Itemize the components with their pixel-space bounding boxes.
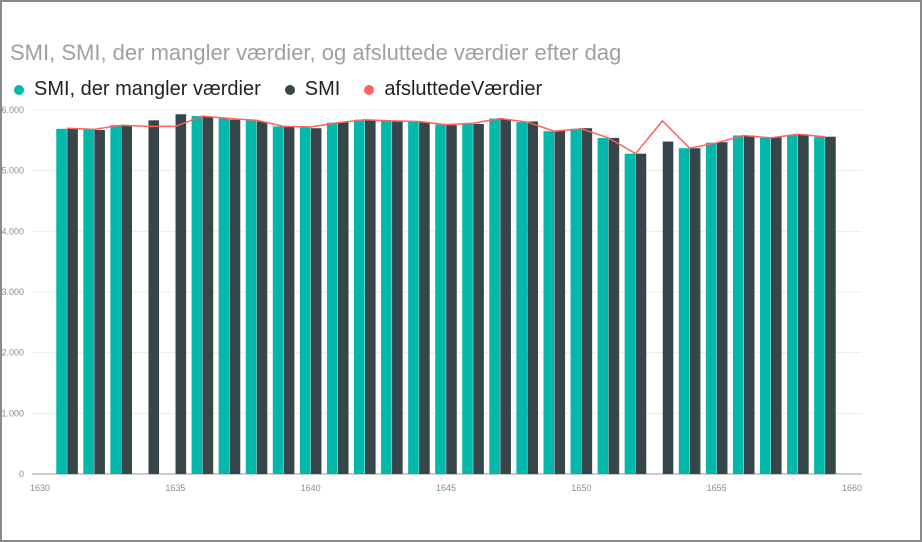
y-tick-label: 3.000	[1, 287, 24, 297]
bar-smi	[121, 125, 132, 475]
bar-smi	[716, 142, 728, 475]
bar-smi	[743, 135, 755, 475]
bar-smi	[662, 141, 674, 474]
bar-smi	[419, 122, 430, 474]
x-tick-label: 1630	[30, 483, 50, 493]
bar-smi-missing	[435, 124, 446, 474]
bar-smi	[554, 130, 566, 475]
x-tick-label: 1640	[301, 483, 321, 493]
bar-smi	[771, 137, 782, 475]
legend: SMI, der mangler værdier SMI afsluttedeV…	[14, 78, 566, 101]
bar-smi	[202, 116, 214, 474]
bar-smi-missing	[191, 116, 203, 475]
y-tick-label: 4.000	[1, 226, 24, 236]
bar-smi	[689, 148, 701, 474]
bar-smi-missing	[732, 135, 744, 475]
legend-item-smi[interactable]: SMI	[284, 78, 341, 101]
bar-smi-missing	[570, 128, 582, 474]
bar-smi-missing	[814, 136, 825, 474]
bar-smi	[500, 119, 511, 474]
x-tick-label: 1660	[842, 483, 862, 493]
bar-smi-missing	[462, 123, 473, 474]
y-tick-label: 2.000	[1, 348, 24, 358]
x-tick-label: 1645	[436, 483, 456, 493]
bar-smi	[148, 120, 160, 475]
bar-smi	[581, 128, 593, 474]
bar-smi-missing	[489, 118, 500, 474]
legend-label-missing: SMI, der mangler værdier	[34, 78, 261, 100]
legend-item-closed[interactable]: afsluttedeVærdier	[364, 78, 542, 101]
legend-item-missing[interactable]: SMI, der mangler værdier	[14, 78, 261, 101]
bar-smi-missing	[624, 153, 636, 474]
legend-label-closed: afsluttedeVærdier	[384, 78, 543, 100]
x-tick-label: 1635	[165, 483, 185, 493]
bar-smi	[446, 125, 457, 475]
bar-smi	[825, 136, 836, 474]
legend-marker-smi	[284, 84, 295, 95]
bar-smi-missing	[354, 119, 365, 474]
legend-marker-closed	[364, 84, 375, 95]
bar-smi	[365, 120, 376, 475]
x-tick-label: 1650	[571, 483, 591, 493]
bar-smi-missing	[678, 148, 690, 474]
x-tick-label: 1655	[707, 483, 727, 493]
legend-label-smi: SMI	[304, 78, 341, 100]
bar-smi	[310, 128, 322, 474]
legend-marker-missing	[14, 84, 24, 95]
chart-title: SMI, SMI, der mangler værdier, og afslut…	[10, 40, 622, 65]
bar-smi	[256, 121, 268, 474]
bar-smi	[798, 134, 809, 474]
bar-smi-missing	[326, 122, 338, 475]
bar-smi-missing	[272, 126, 284, 474]
bar-smi	[94, 130, 105, 474]
bar-smi-missing	[543, 131, 555, 474]
bar-smi	[527, 121, 538, 474]
bar-smi	[175, 114, 187, 474]
bar-smi-missing	[110, 125, 121, 475]
bar-smi	[635, 153, 647, 474]
bar-smi	[392, 120, 403, 475]
bar-smi-missing	[56, 128, 67, 474]
bar-smi-missing	[245, 120, 257, 475]
y-tick-label: 6.000	[1, 105, 24, 115]
bar-smi-missing	[516, 122, 527, 474]
bar-smi-missing	[218, 118, 230, 474]
bar-smi-missing	[787, 134, 798, 474]
bar-smi-missing	[381, 120, 392, 475]
bar-smi	[608, 137, 620, 474]
bar-smi	[283, 126, 295, 474]
bar-smi-missing	[408, 121, 419, 474]
bar-smi-missing	[760, 137, 771, 474]
bar-smi-missing	[705, 142, 717, 474]
bar-smi	[67, 128, 78, 474]
bar-smi	[229, 119, 241, 474]
bar-smi	[337, 122, 349, 474]
y-tick-label: 5.000	[1, 166, 24, 176]
y-tick-label: 1.000	[1, 408, 24, 418]
bar-smi-missing	[597, 137, 609, 474]
bar-smi-missing	[299, 126, 311, 474]
bar-smi-missing	[83, 129, 94, 474]
bar-smi	[473, 123, 484, 474]
line-afsluttede-vaerdier	[67, 115, 825, 155]
y-tick-label: 0	[19, 469, 24, 479]
